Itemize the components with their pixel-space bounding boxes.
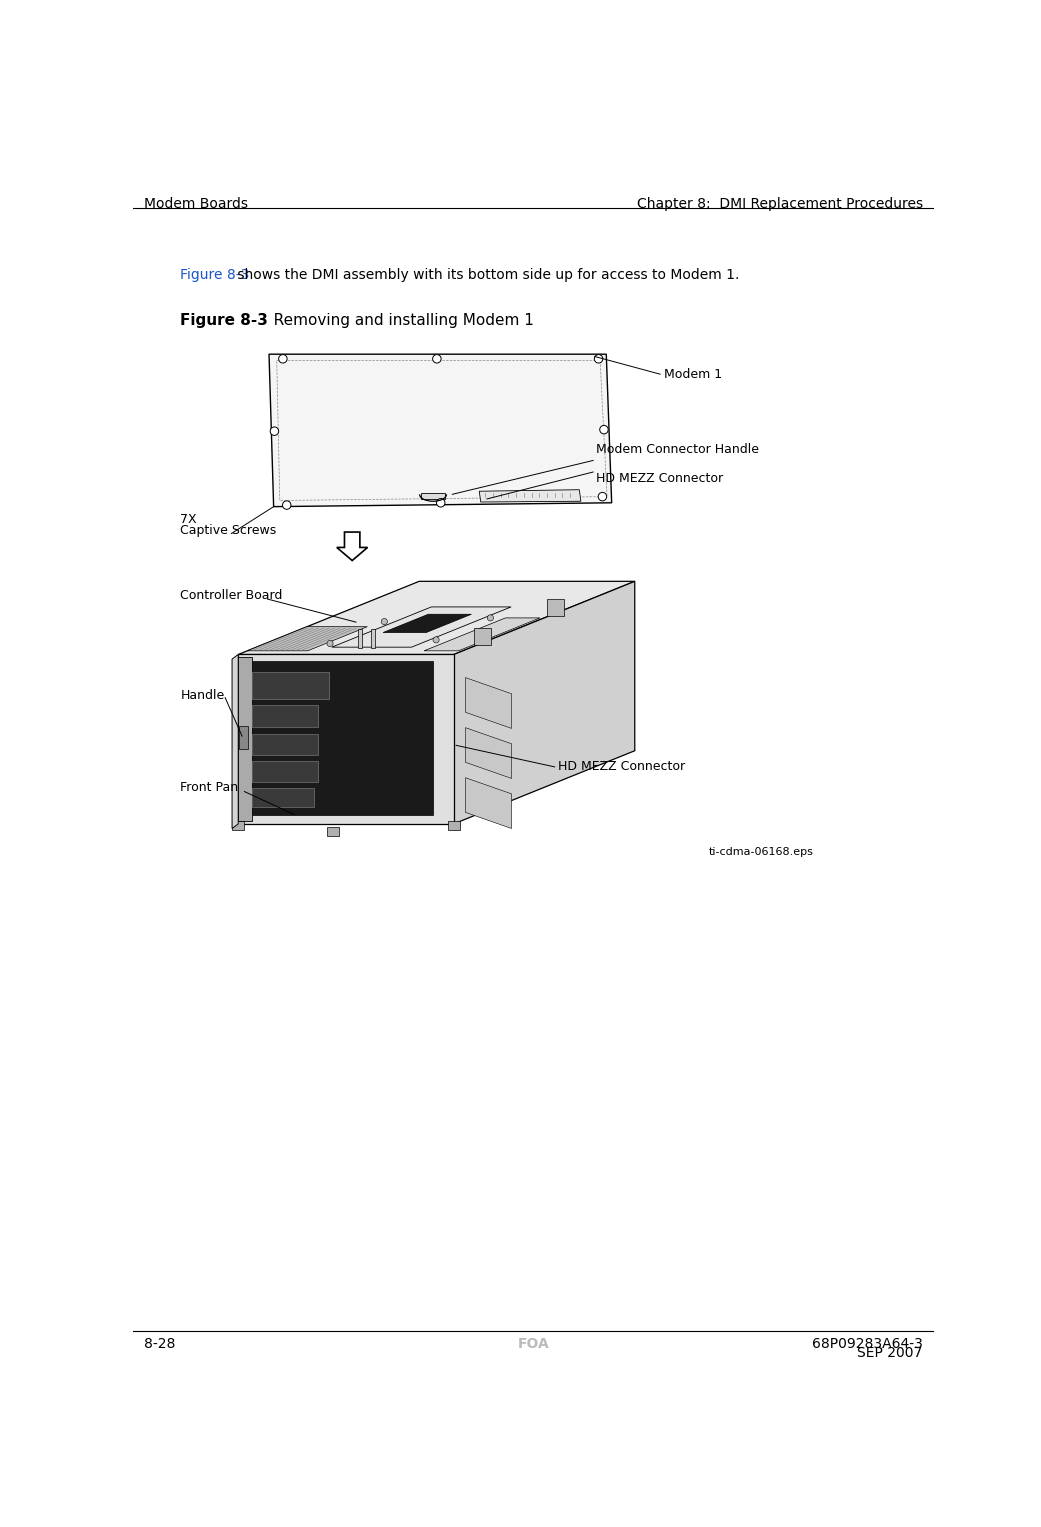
Bar (448, 822, 460, 831)
Bar (252, 672, 329, 699)
Text: HD MEZZ Connector: HD MEZZ Connector (596, 472, 723, 486)
Polygon shape (247, 661, 433, 814)
Polygon shape (332, 606, 511, 647)
Text: Removing and installing Modem 1: Removing and installing Modem 1 (259, 313, 534, 328)
Polygon shape (238, 655, 454, 825)
Circle shape (381, 618, 387, 625)
Polygon shape (248, 626, 367, 651)
Circle shape (433, 354, 441, 363)
Bar (239, 727, 248, 750)
Text: Chapter 8:  DMI Replacement Procedures: Chapter 8: DMI Replacement Procedures (637, 197, 922, 211)
Text: Captive Screws: Captive Screws (180, 524, 277, 538)
Polygon shape (424, 618, 540, 651)
Text: 7X: 7X (180, 513, 197, 525)
Text: FOA: FOA (517, 1336, 549, 1351)
Text: Front Panel: Front Panel (180, 782, 250, 794)
Polygon shape (465, 678, 511, 728)
Polygon shape (465, 728, 511, 779)
Bar (547, 599, 564, 617)
Text: Modem 1: Modem 1 (664, 368, 722, 380)
Polygon shape (465, 777, 511, 829)
Polygon shape (337, 531, 367, 560)
Polygon shape (383, 614, 472, 632)
Text: 8-28: 8-28 (145, 1336, 176, 1351)
Polygon shape (238, 582, 635, 655)
Polygon shape (269, 354, 612, 507)
Bar (475, 629, 491, 646)
Bar (358, 629, 362, 647)
Circle shape (433, 637, 439, 643)
Text: Figure 8-3: Figure 8-3 (180, 313, 269, 328)
Text: ti-cdma-06168.eps: ti-cdma-06168.eps (709, 847, 814, 857)
Bar (252, 788, 313, 806)
Circle shape (600, 426, 608, 434)
Circle shape (487, 615, 493, 621)
Circle shape (436, 498, 445, 507)
Circle shape (271, 428, 279, 435)
Text: Handle: Handle (180, 689, 225, 702)
Polygon shape (479, 490, 581, 502)
Circle shape (327, 640, 333, 646)
Text: SEP 2007: SEP 2007 (858, 1345, 922, 1361)
Text: Controller Board: Controller Board (180, 589, 283, 602)
Text: Modem Boards: Modem Boards (145, 197, 248, 211)
Circle shape (599, 492, 607, 501)
Circle shape (594, 354, 603, 363)
Text: Modem Connector Handle: Modem Connector Handle (596, 443, 759, 457)
Circle shape (282, 501, 291, 510)
Text: Figure 8-3: Figure 8-3 (180, 267, 250, 282)
Bar (252, 705, 318, 727)
Text: shows the DMI assembly with its bottom side up for access to Modem 1.: shows the DMI assembly with its bottom s… (233, 267, 739, 282)
Circle shape (279, 354, 287, 363)
Polygon shape (238, 657, 252, 822)
Bar (371, 629, 375, 647)
Bar (232, 822, 245, 831)
Polygon shape (422, 493, 446, 499)
Text: 68P09283A64-3: 68P09283A64-3 (812, 1336, 922, 1351)
Bar (327, 828, 339, 837)
Bar (252, 734, 318, 756)
Bar (252, 760, 318, 782)
Polygon shape (232, 655, 238, 829)
Polygon shape (454, 582, 635, 825)
Text: HD MEZZ Connector: HD MEZZ Connector (558, 760, 685, 773)
